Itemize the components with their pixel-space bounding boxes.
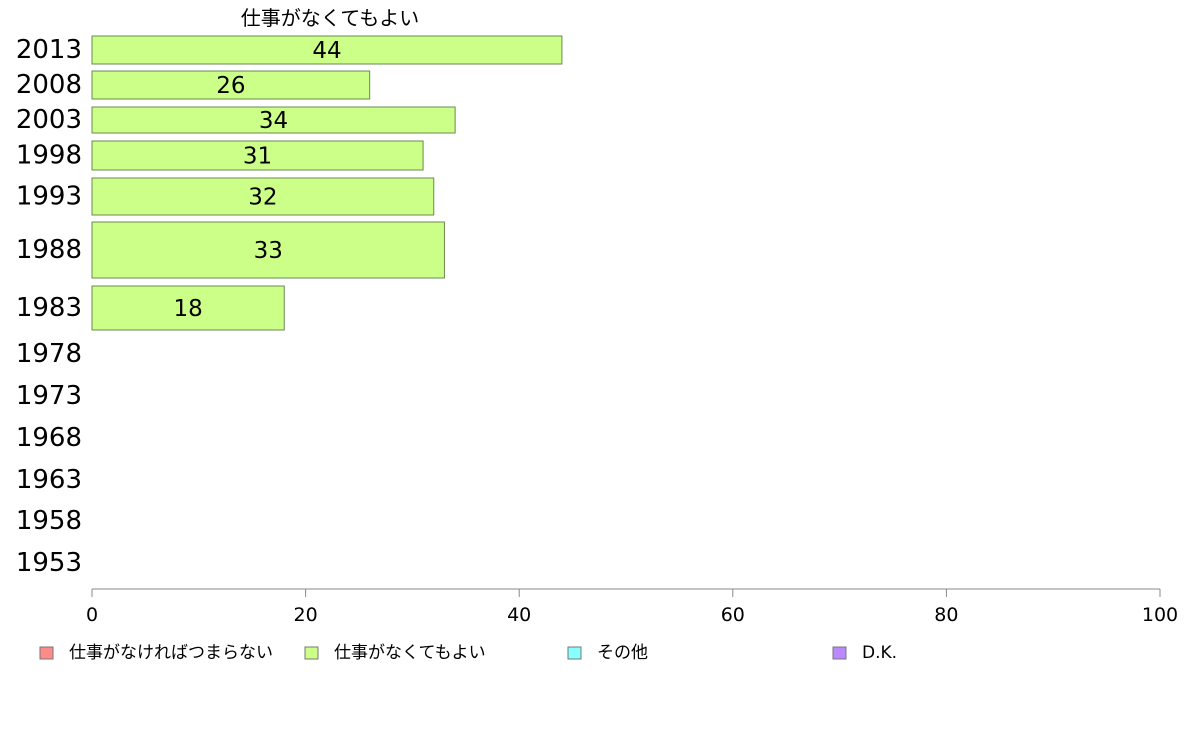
bar (91, 106, 456, 134)
legend-swatch (304, 646, 319, 660)
x-axis: 0 20 40 60 80 100 (86, 588, 1178, 626)
bar (91, 35, 563, 65)
x-tick-label: 60 (721, 604, 745, 626)
y-tick-label: 2008 (16, 70, 82, 100)
bar-data-label: 34 (259, 108, 288, 134)
legend-label: 仕事がなければつまらない (69, 643, 273, 663)
y-tick-label: 1963 (16, 465, 82, 495)
y-tick-label: 2003 (16, 105, 82, 135)
bar (91, 140, 424, 171)
y-tick-label: 1958 (16, 506, 82, 536)
y-tick-label: 1973 (16, 381, 82, 411)
bar-data-label: 26 (216, 73, 245, 99)
bar (91, 70, 371, 100)
y-tick-label: 2013 (16, 35, 82, 65)
bar-data-label: 44 (312, 38, 341, 64)
bar-data-label: 32 (248, 185, 277, 211)
legend-swatch (832, 646, 847, 660)
legend: 仕事がなければつまらない 仕事がなくてもよい その他 D.K. (39, 643, 897, 663)
y-tick-label: 1988 (16, 235, 82, 265)
bar (91, 221, 445, 279)
y-tick-label: 1968 (16, 423, 82, 453)
legend-swatch (39, 646, 54, 660)
y-tick-labels: 2013 2008 2003 1998 1993 1988 1983 1978 1973 1968… (16, 35, 82, 578)
bar (91, 177, 435, 216)
bars-layer: 44 26 34 31 32 33 18 (91, 35, 563, 331)
x-tick-label: 40 (507, 604, 531, 626)
y-tick-label: 1953 (16, 548, 82, 578)
bar-data-label: 33 (254, 238, 283, 264)
chart-title: 仕事がなくてもよい (241, 6, 419, 30)
x-tick-label: 100 (1142, 604, 1178, 626)
bar-data-label: 18 (173, 296, 202, 322)
legend-label: その他 (597, 643, 648, 663)
x-tick-label: 20 (294, 604, 318, 626)
legend-label: 仕事がなくてもよい (334, 643, 486, 663)
y-tick-label: 1983 (16, 293, 82, 323)
bar-data-label: 31 (243, 144, 272, 170)
bar (91, 285, 285, 331)
x-tick-label: 80 (934, 604, 958, 626)
legend-label: D.K. (862, 643, 897, 663)
y-tick-label: 1978 (16, 339, 82, 369)
x-tick-label: 0 (86, 604, 98, 626)
y-tick-label: 1998 (16, 141, 82, 171)
y-tick-label: 1993 (16, 182, 82, 212)
legend-swatch (567, 646, 582, 660)
